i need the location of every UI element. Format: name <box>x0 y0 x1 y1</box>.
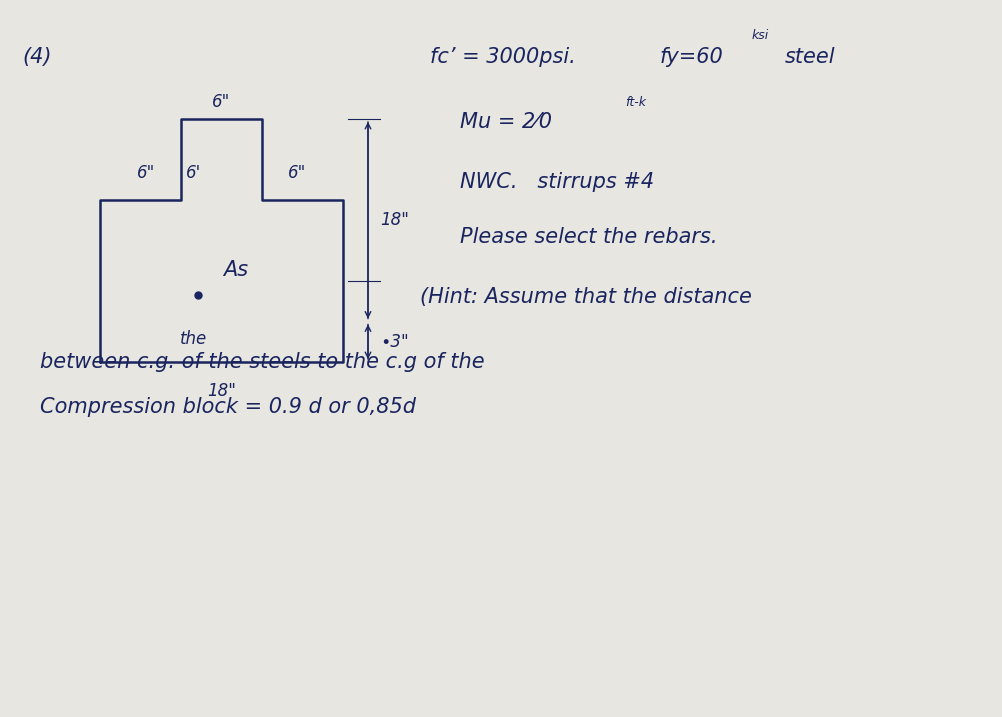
Text: 6": 6" <box>212 93 230 111</box>
Text: 6': 6' <box>186 164 201 182</box>
Text: ∙3": ∙3" <box>380 333 409 351</box>
Text: fc’ = 3000psi.: fc’ = 3000psi. <box>430 47 576 67</box>
Text: NWC.   stirrups #4: NWC. stirrups #4 <box>460 172 654 192</box>
Text: the: the <box>180 330 207 348</box>
Text: steel: steel <box>785 47 836 67</box>
Text: ksi: ksi <box>752 29 770 42</box>
Text: 18": 18" <box>207 382 235 400</box>
Text: Compression block = 0.9 d or 0,85d: Compression block = 0.9 d or 0,85d <box>40 397 416 417</box>
Text: (4): (4) <box>22 47 51 67</box>
Text: 6": 6" <box>137 164 155 182</box>
Text: ft-k: ft-k <box>625 95 646 108</box>
Text: 18": 18" <box>380 212 409 229</box>
Text: 6": 6" <box>288 164 307 182</box>
Text: As: As <box>223 260 248 280</box>
Text: fy=60: fy=60 <box>660 47 723 67</box>
Text: Please select the rebars.: Please select the rebars. <box>460 227 717 247</box>
Text: between c.g. of the steels to the c.g of the: between c.g. of the steels to the c.g of… <box>40 352 485 372</box>
Text: Mu = 2⁄0: Mu = 2⁄0 <box>460 112 552 132</box>
Text: (Hint: Assume that the distance: (Hint: Assume that the distance <box>420 287 752 307</box>
